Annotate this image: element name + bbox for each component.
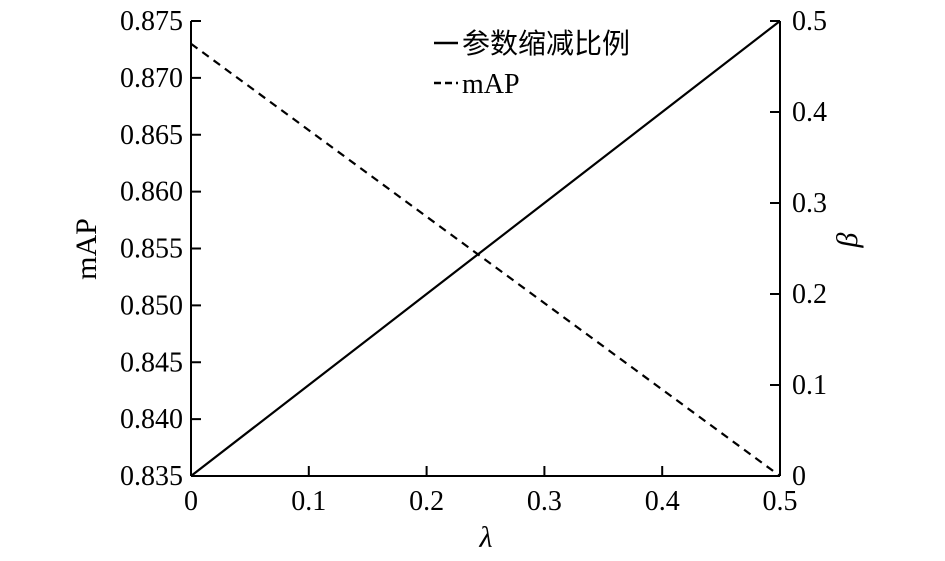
right-tick-label: 0	[792, 461, 806, 492]
left-tick-label: 0.875	[120, 6, 183, 37]
legend-label: mAP	[462, 69, 520, 100]
x-axis-ticks: 0 0.1 0.2 0.3 0.4 0.5	[184, 466, 798, 517]
x-tick-label: 0	[184, 486, 198, 517]
x-tick-label: 0.2	[409, 486, 444, 517]
left-tick-label: 0.840	[120, 404, 183, 435]
left-tick-label: 0.855	[120, 234, 183, 265]
x-tick-label: 0.4	[645, 486, 680, 517]
left-tick-label: 0.865	[120, 120, 183, 151]
left-y-axis-ticks: 0.835 0.840 0.845 0.850 0.855 0.860 0.865 0.870…	[120, 6, 201, 492]
right-y-axis-ticks: 0 0.1 0.2 0.3 0.4 0.5	[770, 6, 827, 492]
right-tick-label: 0.2	[792, 279, 827, 310]
param-reduction-solid-line	[190, 20, 781, 477]
x-tick-label: 0.5	[763, 486, 798, 517]
right-y-axis-label: β	[831, 232, 864, 248]
legend-label: 参数缩减比例	[462, 28, 630, 60]
x-tick-label: 0.1	[291, 486, 326, 517]
left-tick-label: 0.850	[120, 290, 183, 321]
right-tick-label: 0.1	[792, 370, 827, 401]
left-tick-label: 0.845	[120, 347, 183, 378]
series-layer	[190, 20, 781, 477]
x-axis-label: λ	[479, 521, 493, 554]
left-tick-label: 0.835	[120, 461, 183, 492]
left-tick-label: 0.870	[120, 63, 183, 94]
left-tick-label: 0.860	[120, 177, 183, 208]
x-tick-label: 0.3	[527, 486, 562, 517]
right-tick-label: 0.3	[792, 188, 827, 219]
legend: 参数缩减比例 mAP	[434, 28, 630, 100]
left-y-axis-label: mAP	[70, 218, 103, 280]
mAP-dashed-line	[190, 42, 781, 477]
right-tick-label: 0.5	[792, 6, 827, 37]
right-tick-label: 0.4	[792, 97, 827, 128]
